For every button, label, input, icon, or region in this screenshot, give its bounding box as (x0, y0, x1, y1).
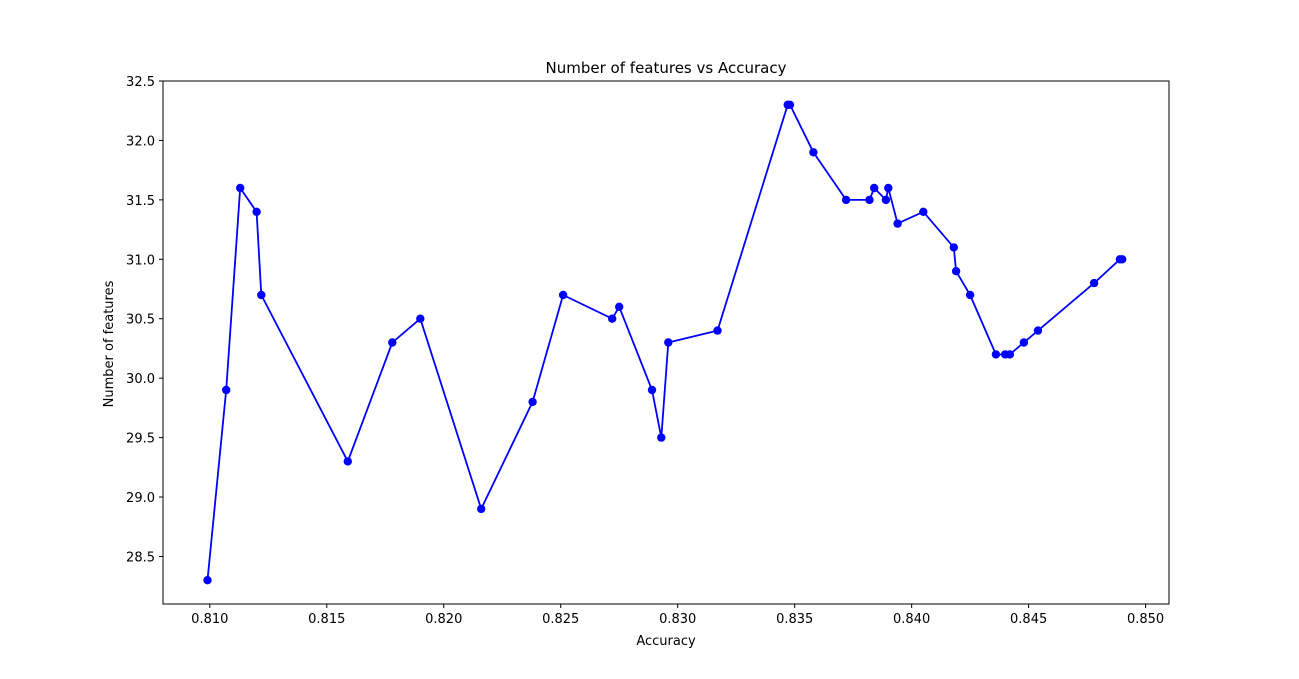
y-axis-label: Number of features (102, 280, 117, 407)
data-point (388, 338, 397, 347)
y-tick-label: 31.5 (126, 194, 155, 209)
data-point (893, 219, 902, 228)
x-tick-label: 0.810 (191, 612, 228, 627)
chart-title: Number of features vs Accuracy (546, 59, 787, 77)
data-point (657, 433, 666, 442)
y-tick-label: 28.5 (126, 550, 155, 565)
data-point (528, 397, 537, 407)
x-tick-label: 0.830 (659, 612, 696, 627)
y-tick-label: 31.0 (126, 253, 155, 268)
data-point (203, 576, 212, 585)
data-point (881, 195, 891, 205)
x-axis-label: Accuracy (636, 634, 696, 649)
data-point (841, 195, 851, 205)
data-point (919, 207, 928, 216)
x-tick-label: 0.835 (776, 612, 813, 627)
data-point (664, 338, 673, 347)
data-point (477, 504, 486, 514)
y-tick-label: 32.0 (126, 134, 155, 149)
plot-frame (162, 80, 1170, 605)
x-tick-label: 0.820 (425, 612, 462, 627)
y-tick-label: 30.0 (126, 372, 155, 387)
x-tick-label: 0.825 (542, 612, 579, 627)
data-point (558, 290, 568, 300)
data-point (1033, 326, 1043, 335)
data-point (949, 243, 958, 252)
data-point (257, 290, 266, 300)
data-point (870, 183, 879, 193)
data-point (1118, 255, 1127, 264)
data-point (236, 183, 245, 193)
data-point (252, 207, 261, 216)
x-tick-label: 0.845 (1010, 612, 1047, 627)
data-point (951, 267, 961, 276)
y-tick-label: 32.5 (126, 75, 155, 90)
plot-area: 0.810 0.815 0.820 0.825 0.830 0.835 0.840 0.845… (126, 75, 1170, 627)
data-point (1089, 278, 1099, 288)
data-point (1005, 350, 1015, 359)
data-point (222, 385, 231, 395)
data-point (615, 302, 624, 311)
data-point (608, 314, 617, 323)
data-point (343, 457, 352, 466)
x-tick-label: 0.840 (893, 612, 930, 627)
data-point (785, 100, 795, 110)
data-point (1019, 338, 1029, 347)
data-point (416, 314, 425, 323)
x-tick-label: 0.850 (1127, 612, 1164, 627)
data-point (713, 326, 722, 335)
y-tick-label: 29.5 (126, 432, 155, 447)
data-point (865, 195, 874, 205)
data-point (884, 183, 893, 193)
y-tick-label: 30.5 (126, 313, 155, 328)
x-tick-label: 0.815 (308, 612, 345, 627)
data-point (991, 350, 1001, 359)
y-tick-label: 29.0 (126, 491, 155, 506)
data-point (809, 148, 818, 157)
data-point (965, 290, 975, 300)
data-point (647, 385, 657, 395)
